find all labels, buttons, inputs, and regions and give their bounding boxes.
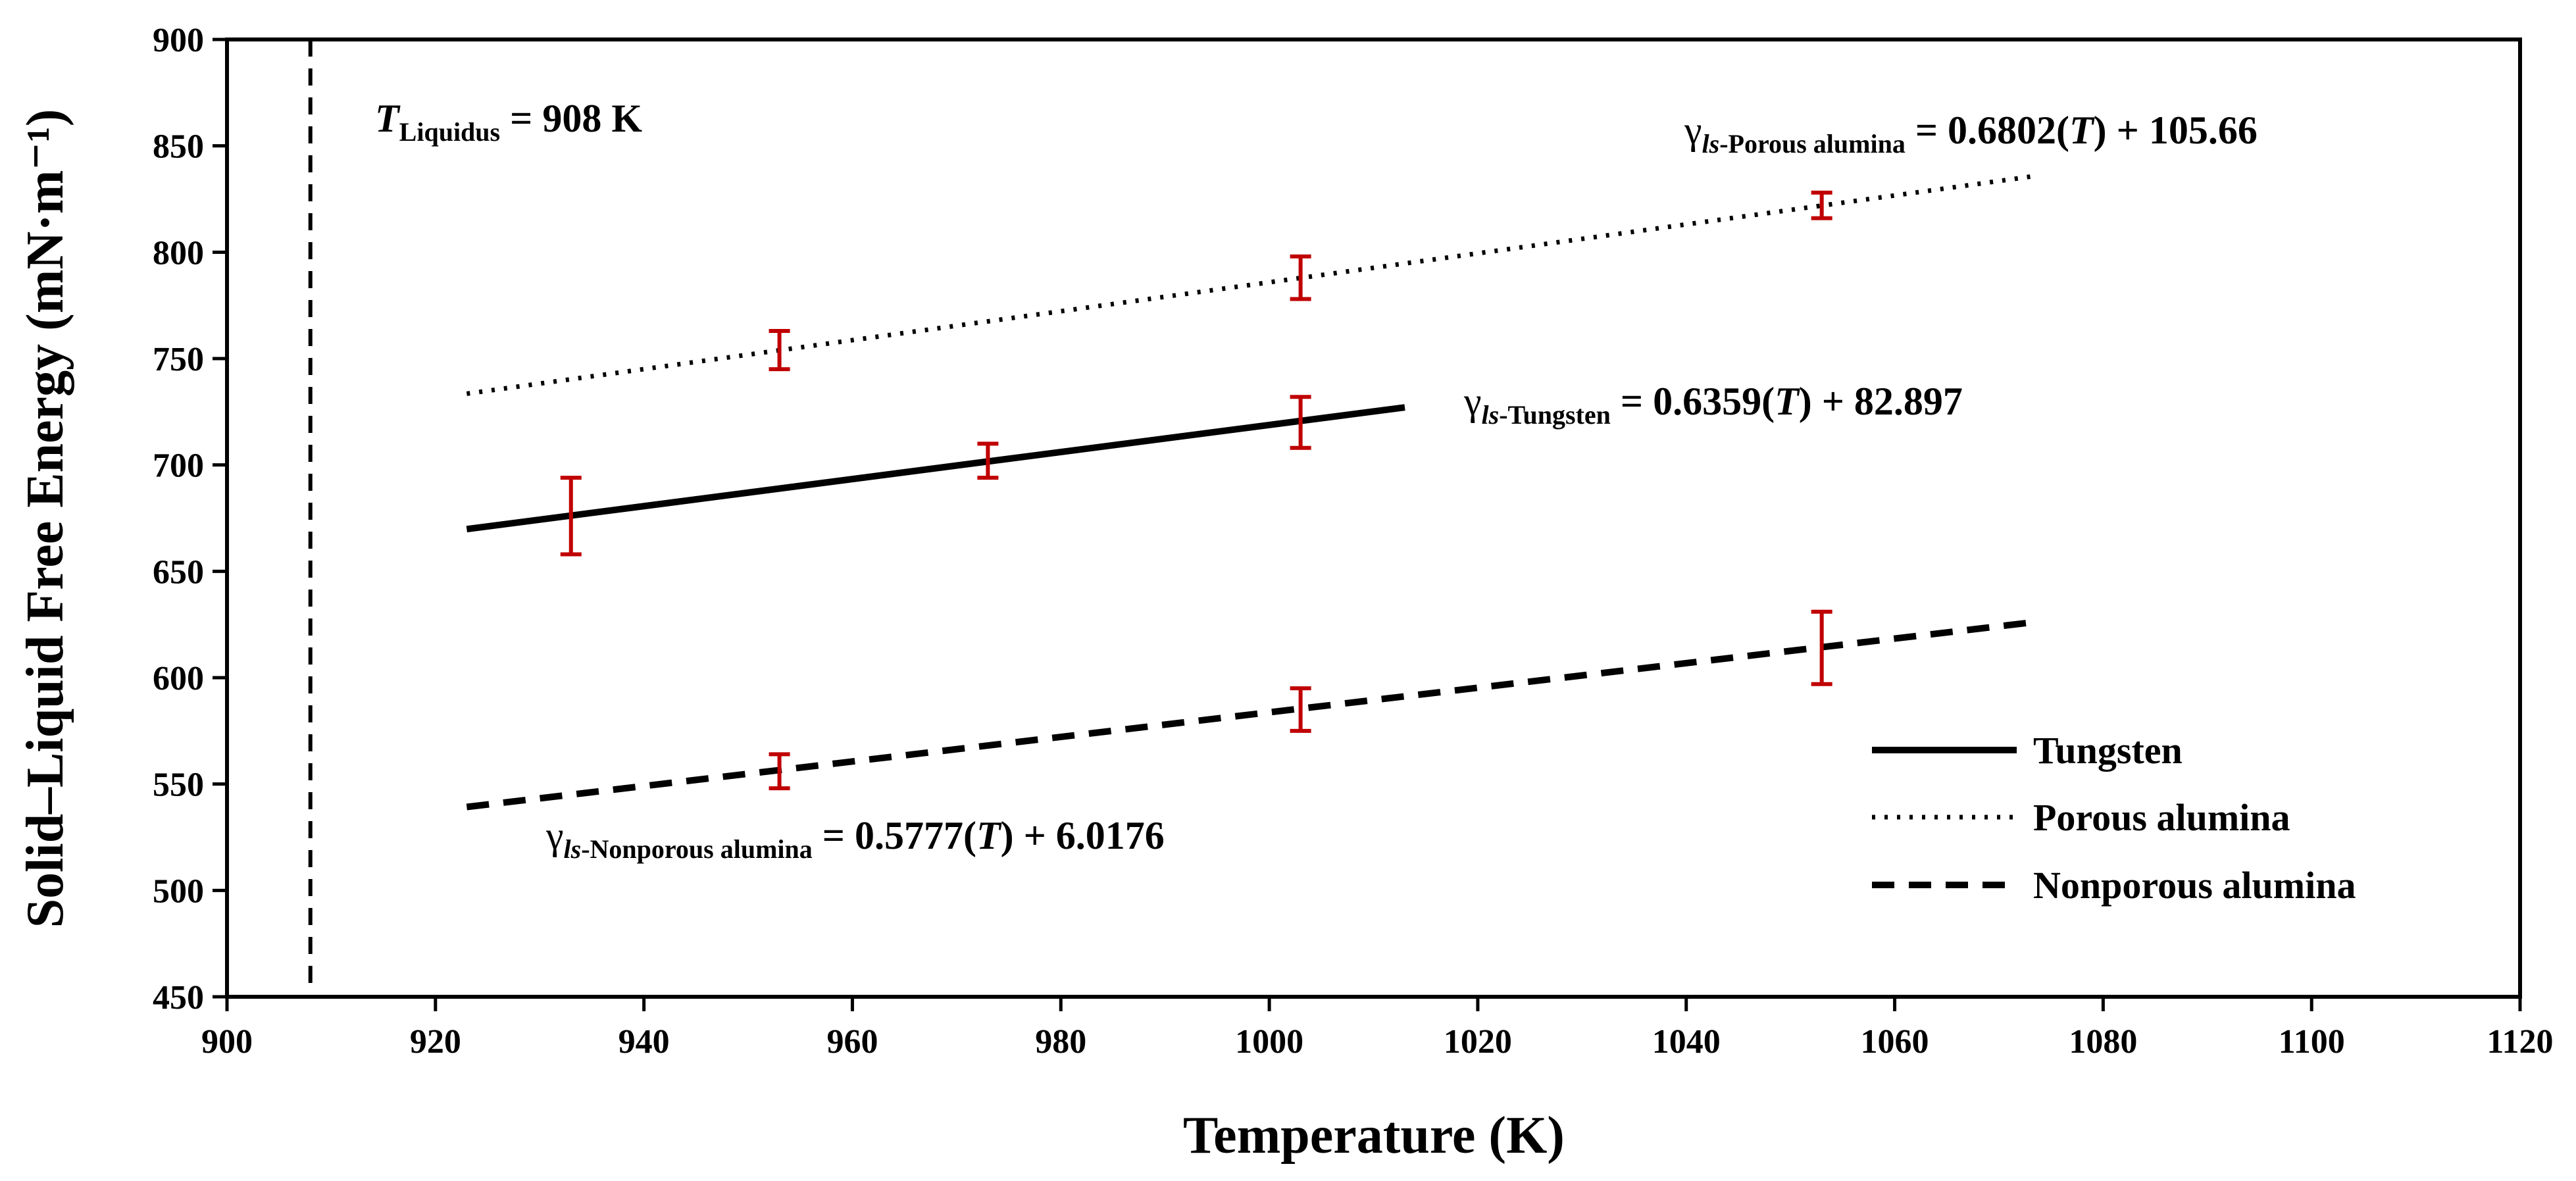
equation-gamma: γ — [545, 814, 564, 857]
equation-subscript-material: -Tungsten — [1499, 400, 1611, 430]
fit-line-tungsten — [466, 404, 1405, 533]
x-tick-label: 940 — [619, 1023, 670, 1061]
fit-line-porous-alumina — [466, 174, 2031, 396]
fit-line-nonporous-alumina — [466, 619, 2031, 811]
equation-subscript-material: -Nonporous alumina — [581, 834, 813, 864]
equations-group: γls-Tungsten = 0.6359(T) + 82.897γls-Por… — [545, 109, 2258, 864]
error-bar — [1811, 609, 1832, 686]
error-bar — [769, 752, 790, 791]
error-bar — [977, 441, 999, 480]
equation-intercept: ) + 105.66 — [2094, 109, 2258, 152]
equation-subscript-ls: ls — [564, 834, 582, 864]
equation-subscript-ls: ls — [1482, 400, 1500, 430]
x-tick-label: 1060 — [1861, 1023, 1929, 1061]
y-tick-label: 800 — [153, 234, 204, 272]
x-tick-label: 900 — [201, 1023, 253, 1061]
equation-variable: T — [1775, 380, 1800, 423]
series-group — [466, 174, 2031, 811]
error-bar — [1290, 395, 1311, 450]
equation-subscript-material: -Porous alumina — [1719, 129, 1906, 159]
liquidus-subscript: Liquidus — [399, 117, 500, 147]
equation-nonporous-alumina: γls-Nonporous alumina = 0.5777(T) + 6.01… — [545, 814, 1165, 864]
x-tick-label: 1000 — [1235, 1023, 1303, 1061]
x-tick-label: 1120 — [2487, 1023, 2553, 1061]
legend: Tungsten Porous alumina Nonporous alumina — [1872, 729, 2356, 907]
plot-frame — [225, 38, 2522, 999]
equation-intercept: ) + 82.897 — [1799, 380, 1963, 423]
y-axis-title: Solid–Liquid Free Energy (mN·m⁻¹) — [16, 109, 74, 928]
equation-slope: = 0.6359( — [1611, 380, 1775, 423]
x-tick-label: 920 — [410, 1023, 461, 1061]
y-tick-label: 750 — [153, 341, 204, 378]
equation-slope: = 0.6802( — [1906, 109, 2069, 152]
x-tick-label: 1040 — [1652, 1023, 1721, 1061]
y-tick-label: 500 — [153, 872, 204, 910]
y-tick-label: 450 — [153, 979, 204, 1017]
error-bar — [1811, 190, 1832, 220]
x-axis-title: Temperature (K) — [1183, 1107, 1565, 1165]
x-tick-label: 1020 — [1444, 1023, 1512, 1061]
x-tick-label: 960 — [826, 1023, 878, 1061]
y-ticks-group: 450 500 550 600 650 700 750 800 850 900 — [153, 22, 227, 1017]
equation-gamma: γ — [1463, 380, 1482, 423]
liquidus-value: = 908 K — [500, 97, 642, 140]
liquidus-symbol: T — [375, 97, 401, 140]
equation-variable: T — [976, 814, 1002, 857]
x-tick-label: 1080 — [2069, 1023, 2137, 1061]
equation-slope: = 0.5777( — [813, 814, 976, 857]
error-bar — [1290, 254, 1311, 301]
legend-label-nonporous-alumina: Nonporous alumina — [2033, 864, 2356, 907]
y-tick-label: 600 — [153, 660, 204, 697]
y-tick-label: 650 — [153, 553, 204, 591]
x-tick-label: 980 — [1035, 1023, 1086, 1061]
error-bars-group — [560, 190, 1832, 791]
equation-subscript-ls: ls — [1702, 129, 1720, 159]
equation-variable: T — [2069, 109, 2095, 152]
liquidus-label: TLiquidus = 908 K — [375, 97, 642, 147]
y-tick-label: 850 — [153, 128, 204, 166]
equation-tungsten: γls-Tungsten = 0.6359(T) + 82.897 — [1463, 380, 1963, 430]
x-tick-label: 1100 — [2279, 1023, 2345, 1061]
x-ticks-group: 900 920 940 960 980 1000 1020 1040 1060 1080 1100 1… — [201, 997, 2554, 1061]
equation-porous-alumina: γls-Porous alumina = 0.6802(T) + 105.66 — [1684, 109, 2258, 159]
error-bar — [560, 476, 582, 557]
error-bar — [769, 328, 790, 372]
liquidus-group: TLiquidus = 908 K — [308, 39, 642, 997]
equation-intercept: ) + 6.0176 — [1001, 814, 1165, 857]
equation-gamma: γ — [1684, 109, 1702, 152]
legend-label-porous-alumina: Porous alumina — [2033, 796, 2290, 839]
y-tick-label: 900 — [153, 22, 204, 59]
error-bar — [1290, 686, 1311, 733]
legend-label-tungsten: Tungsten — [2033, 729, 2183, 772]
y-tick-label: 550 — [153, 766, 204, 804]
y-tick-label: 700 — [153, 447, 204, 485]
